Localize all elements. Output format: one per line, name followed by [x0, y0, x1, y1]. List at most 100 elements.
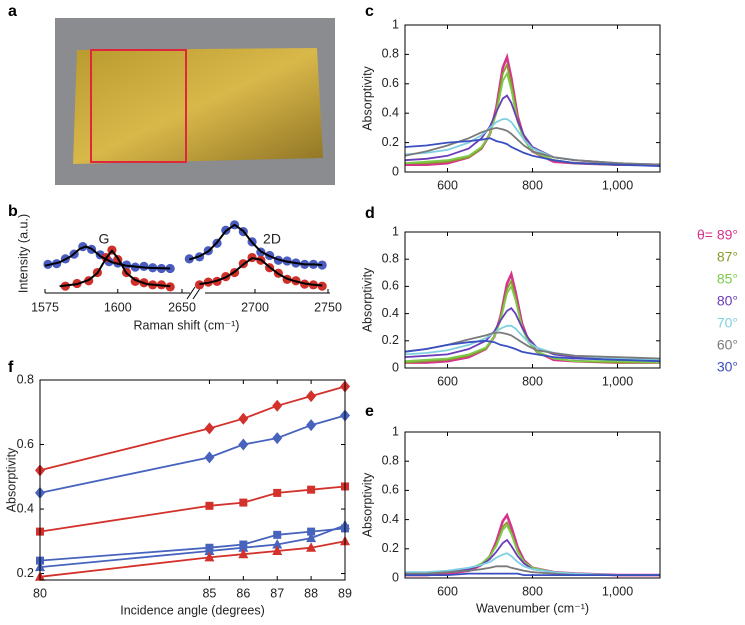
y-tick-label: 0.4	[382, 306, 399, 320]
plot-frame	[404, 24, 661, 173]
panel-label: c	[365, 3, 374, 20]
series-line	[404, 284, 661, 364]
x-tick-label: 600	[437, 584, 458, 598]
series-line	[404, 94, 661, 166]
x-tick-label: 600	[437, 178, 458, 192]
y-axis-label: Absorptivity	[360, 65, 374, 130]
plot-area	[405, 431, 660, 579]
square-marker	[273, 530, 282, 539]
triangle-marker	[204, 551, 215, 562]
data-point	[165, 282, 175, 292]
y-tick-label: 0.8	[382, 47, 399, 61]
diamond-marker	[272, 432, 283, 445]
y-tick-label: 0.2	[382, 135, 399, 149]
triangle-marker	[306, 532, 317, 543]
series-line	[39, 414, 346, 494]
series-line	[405, 565, 660, 576]
fit-line	[199, 257, 323, 287]
fit-line	[59, 249, 171, 288]
plot-frame	[404, 231, 661, 369]
square-marker	[205, 501, 214, 510]
y-tick-label: 0.2	[17, 566, 34, 580]
x-tick-label: 80	[33, 586, 47, 600]
y-tick-label: 0	[392, 164, 399, 178]
legend-entry: 87°	[717, 249, 738, 265]
series-line	[405, 270, 660, 364]
y-tick-label: 0.4	[382, 105, 399, 119]
fit-line	[188, 223, 323, 266]
panel-label: a	[8, 3, 17, 20]
legend-entry: 30°	[717, 359, 738, 375]
square-marker	[273, 488, 282, 497]
triangle-marker	[272, 539, 283, 549]
x-tick-label: 1,000	[602, 584, 633, 598]
y-tick-label: 1	[392, 17, 399, 31]
diamond-marker	[238, 412, 249, 425]
data-point	[317, 281, 327, 291]
peak-label: G	[99, 231, 110, 247]
series-line	[405, 512, 660, 577]
y-tick-label: 0	[392, 360, 399, 374]
series-line	[405, 572, 660, 576]
y-tick-label: 1	[392, 224, 399, 238]
plot-frame	[39, 379, 346, 581]
x-tick-label: 800	[522, 584, 543, 598]
x-axis-label: Raman shift (cm⁻¹)	[134, 318, 240, 332]
y-axis-label: Absorptivity	[360, 472, 374, 537]
gold-sample	[73, 48, 323, 164]
x-tick-label: 600	[437, 374, 458, 388]
fit-line	[44, 245, 171, 270]
y-tick-label: 0.8	[382, 453, 399, 467]
x-tick-label: 1600	[104, 300, 132, 314]
series-line	[39, 485, 346, 533]
plot-frame	[404, 431, 661, 579]
y-tick-label: 1	[392, 424, 399, 438]
triangle-marker	[306, 542, 317, 552]
y-tick-label: 0.8	[17, 372, 34, 386]
series-line	[405, 523, 660, 576]
peak-label: 2D	[263, 231, 281, 247]
series-line	[39, 385, 346, 472]
series-line	[39, 527, 346, 562]
series-line	[405, 552, 660, 576]
x-tick-label: 85	[202, 586, 216, 600]
y-tick-label: 0.6	[382, 279, 399, 293]
diamond-marker	[306, 419, 317, 432]
legend-entry: 80°	[717, 293, 738, 309]
series-line	[404, 118, 661, 166]
x-tick-label: 89	[338, 586, 352, 600]
triangle-marker	[272, 545, 283, 555]
diamond-marker	[272, 399, 283, 412]
x-axis-label: Wavenumber (cm⁻¹)	[476, 601, 589, 615]
x-tick-label: 1,000	[602, 374, 633, 388]
square-marker	[239, 498, 248, 507]
y-tick-label: 0.6	[382, 483, 399, 497]
panel-label: e	[365, 403, 374, 420]
plot-area	[35, 379, 350, 581]
data-point	[194, 280, 205, 290]
series-line	[404, 339, 661, 363]
series-line	[404, 307, 661, 361]
legend-entry: 70°	[717, 315, 738, 331]
plot-area	[404, 24, 661, 173]
series-line	[39, 540, 346, 578]
series-line	[404, 137, 661, 167]
plot-area	[404, 231, 661, 369]
axis-break	[186, 286, 196, 300]
square-marker	[307, 485, 316, 494]
panel-label: d	[365, 205, 375, 222]
y-axis-label: Absorptivity	[4, 447, 18, 512]
triangle-marker	[238, 548, 249, 559]
panel-label: f	[8, 359, 14, 376]
square-marker	[307, 527, 316, 536]
series-line	[39, 524, 346, 568]
series-line	[404, 126, 661, 166]
x-tick-label: 86	[236, 586, 250, 600]
legend-entry: θ= 89°	[697, 227, 738, 243]
diamond-marker	[204, 451, 215, 464]
x-tick-label: 2700	[241, 300, 269, 314]
y-tick-label: 0.8	[382, 251, 399, 265]
measured-region	[90, 49, 187, 163]
panel-label: b	[8, 203, 18, 220]
y-axis-label: Intensity (a.u.)	[16, 214, 30, 293]
